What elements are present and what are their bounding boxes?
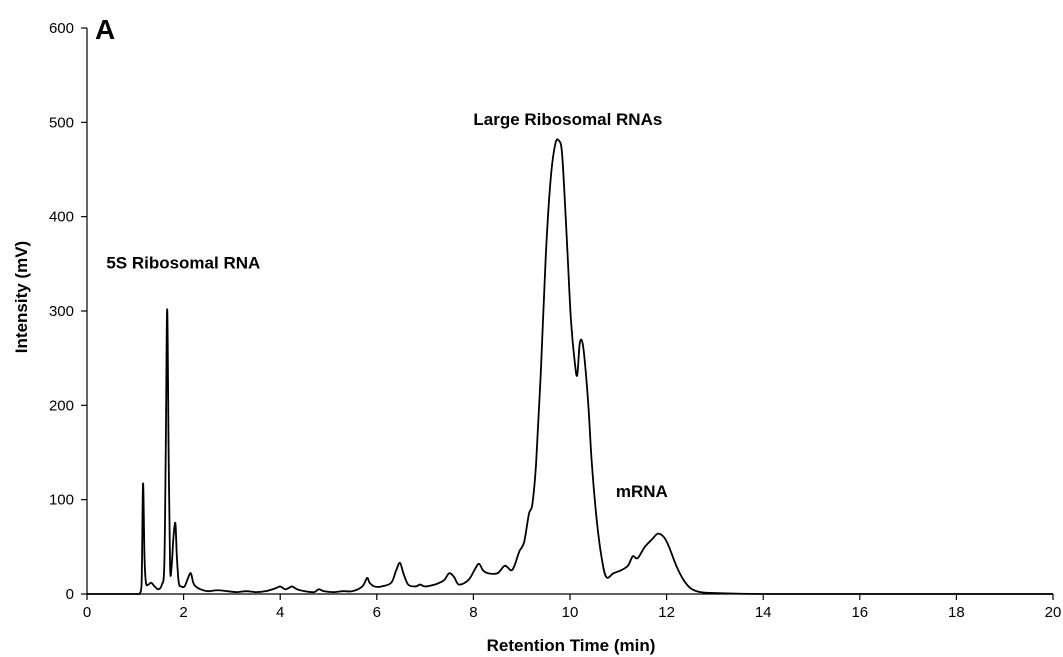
y-tick-label: 200 — [49, 397, 74, 414]
y-tick-label: 300 — [49, 303, 74, 320]
y-axis: 0 100 200 300 400 500 600 — [49, 20, 88, 603]
peak-annotation: Large Ribosomal RNAs — [473, 110, 662, 129]
x-tick-label: 0 — [83, 604, 91, 621]
y-axis-title: Intensity (mV) — [12, 241, 31, 353]
x-tick-label: 18 — [948, 604, 965, 621]
y-tick-label: 500 — [49, 114, 74, 131]
x-tick-label: 14 — [755, 604, 772, 621]
x-axis: 0 2 4 6 8 10 12 14 16 18 20 — [83, 593, 1062, 621]
panel-label: A — [95, 14, 115, 45]
y-tick-label: 600 — [49, 20, 74, 37]
x-axis-title: Retention Time (min) — [487, 636, 656, 655]
y-tick-label: 400 — [49, 209, 74, 226]
y-tick-label: 0 — [66, 586, 74, 603]
x-tick-label: 16 — [851, 604, 868, 621]
peak-annotation: mRNA — [616, 482, 668, 501]
x-tick-label: 12 — [658, 604, 675, 621]
x-tick-label: 8 — [469, 604, 477, 621]
x-tick-label: 10 — [562, 604, 579, 621]
peak-annotations: 5S Ribosomal RNA Large Ribosomal RNAs mRNA — [106, 110, 668, 501]
series-line — [87, 138, 1053, 595]
x-tick-label: 2 — [179, 604, 187, 621]
x-tick-label: 20 — [1045, 604, 1062, 621]
x-tick-label: 6 — [373, 604, 381, 621]
y-tick-label: 100 — [49, 492, 74, 509]
x-tick-label: 4 — [276, 604, 284, 621]
series-group — [87, 138, 1053, 595]
peak-annotation: 5S Ribosomal RNA — [106, 254, 260, 273]
